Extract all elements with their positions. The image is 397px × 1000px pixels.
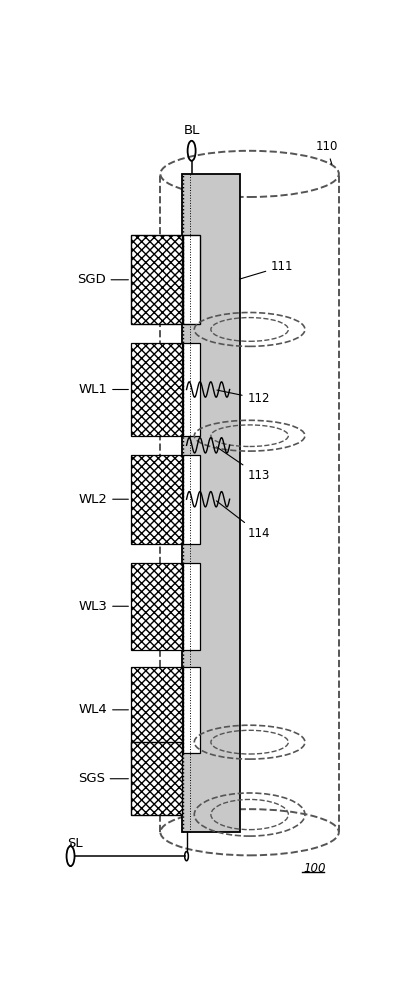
Text: 114: 114 [216,501,270,540]
Bar [183,563,200,650]
Text: 110: 110 [315,140,338,164]
Text: 123: 123 [157,770,166,787]
Bar [131,742,182,815]
Bar [131,343,182,436]
Bar [182,174,240,832]
Text: 121: 121 [157,598,166,615]
Bar [131,563,182,650]
Bar [183,667,200,753]
Text: 121: 121 [157,701,166,718]
Bar [131,455,182,544]
Bar [131,235,182,324]
Text: 122: 122 [157,271,166,288]
Text: WL2: WL2 [78,493,128,506]
Text: WL4: WL4 [78,703,128,716]
Text: 112: 112 [217,390,270,405]
Bar [183,343,200,436]
Text: SL: SL [67,837,83,850]
Text: 121: 121 [157,381,166,398]
Bar [183,455,200,544]
Bar [131,667,182,753]
Text: SGD: SGD [77,273,128,286]
Text: BL: BL [183,124,200,137]
Bar [183,235,200,324]
Text: SGS: SGS [78,772,128,785]
Text: WL1: WL1 [78,383,128,396]
Text: 121: 121 [157,491,166,508]
Text: 113: 113 [216,447,270,482]
Text: WL3: WL3 [78,600,128,613]
Text: 111: 111 [240,260,294,279]
Text: 100: 100 [303,862,326,875]
